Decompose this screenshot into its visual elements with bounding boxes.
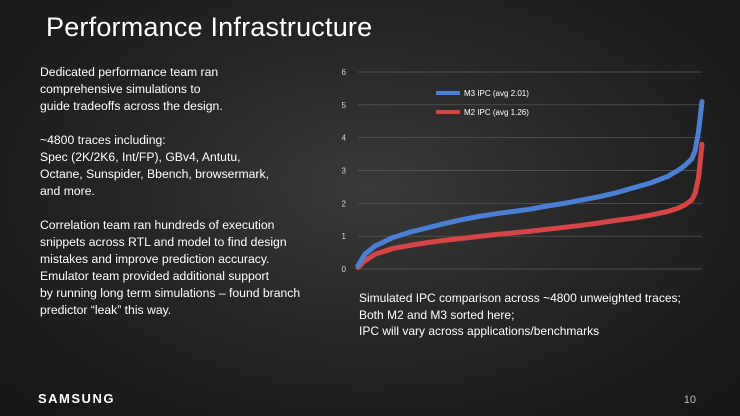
y-tick-label: 3 [342,167,347,176]
slide-title: Performance Infrastructure [46,12,373,42]
series-line-m2 [355,141,705,270]
page-number: 10 [683,394,696,406]
y-tick-label: 0 [342,265,347,274]
caption-line-sorted: Both M2 and M3 sorted here; [359,307,515,322]
chart-legend: M3 IPC (avg 2.01) M2 IPC (avg 1.26) [436,89,529,117]
y-tick-label: 1 [342,232,347,241]
ipc-line-chart: 0 1 2 3 4 5 6 M3 IPC (avg 2.01) M2 IPC (avg 1.2… [342,68,705,274]
body-text: Dedicated performance team ran comprehen… [40,64,340,319]
y-tick-label: 5 [342,101,347,110]
y-tick-label: 6 [342,68,347,77]
caption-line-variation: IPC will vary across applications/benchm… [359,324,600,338]
body-paragraph-correlation: Correlation team ran hundreds of executi… [40,218,301,317]
samsung-logo: SAMSUNG [38,391,115,406]
series-line-m3 [355,99,705,269]
chart-series [355,99,705,270]
legend-label-m3: M3 IPC (avg 2.01) [464,89,529,98]
y-tick-label: 4 [342,134,347,143]
chart-grid [358,71,702,270]
legend-label-m2: M2 IPC (avg 1.26) [464,108,529,117]
body-paragraph-team: Dedicated performance team ran comprehen… [40,65,223,113]
y-axis-ticks: 0 1 2 3 4 5 6 [342,68,347,274]
chart-caption: Simulated IPC comparison across ~4800 un… [359,290,719,340]
caption-line-traces: Simulated IPC comparison across ~4800 un… [359,291,681,305]
body-paragraph-traces: ~4800 traces including: Spec (2K/2K6, In… [40,133,269,198]
y-tick-label: 2 [342,199,347,208]
